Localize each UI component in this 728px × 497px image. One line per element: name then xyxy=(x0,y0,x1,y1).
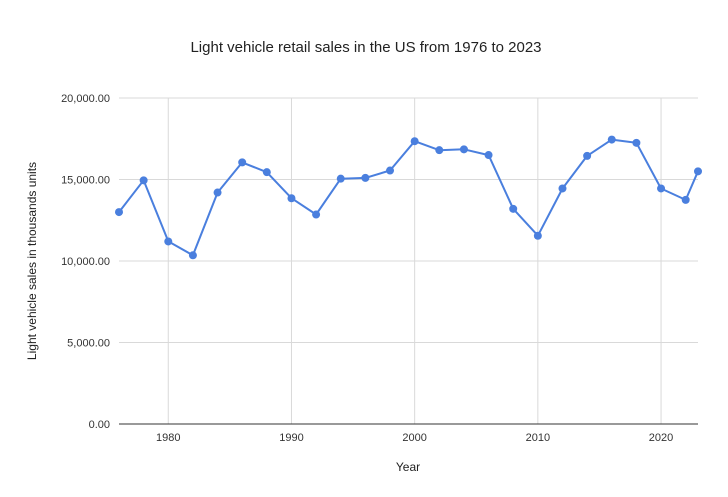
data-point xyxy=(533,231,542,240)
x-tick-label: 2020 xyxy=(649,432,673,444)
data-point xyxy=(336,174,345,183)
x-tick-label: 1990 xyxy=(279,432,303,444)
data-point xyxy=(386,166,395,175)
data-point xyxy=(262,168,271,177)
data-point xyxy=(484,151,493,160)
data-point xyxy=(583,151,592,160)
data-point xyxy=(361,173,370,182)
data-point xyxy=(632,138,641,147)
y-tick-label: 10,000.00 xyxy=(61,256,110,268)
data-point xyxy=(509,204,518,213)
x-axis-title: Year xyxy=(396,460,420,474)
data-point xyxy=(657,184,666,193)
y-axis-title: Light vehicle sales in thousands units xyxy=(25,162,39,360)
y-tick-label: 20,000.00 xyxy=(61,93,110,105)
data-point xyxy=(139,176,148,185)
data-point xyxy=(694,167,702,176)
data-point xyxy=(410,137,419,146)
data-point xyxy=(435,146,444,155)
x-tick-label: 1980 xyxy=(156,432,180,444)
gridlines xyxy=(119,97,698,424)
data-point xyxy=(607,135,616,144)
data-point xyxy=(188,251,197,260)
data-point xyxy=(213,188,222,197)
tick-labels: 0.00 5,000.00 10,000.00 15,000.00 20,000.00 1… xyxy=(61,93,673,444)
x-tick-label: 2000 xyxy=(402,432,426,444)
data-point xyxy=(459,145,468,154)
data-point xyxy=(558,184,567,193)
data-point xyxy=(312,210,321,219)
data-point xyxy=(681,195,690,204)
data-point xyxy=(238,158,247,167)
y-tick-label: 15,000.00 xyxy=(61,175,110,187)
series-layer xyxy=(115,135,702,260)
x-tick-label: 2010 xyxy=(526,432,550,444)
chart-title: Light vehicle retail sales in the US fro… xyxy=(190,39,541,56)
y-tick-label: 5,000.00 xyxy=(67,338,110,350)
data-point xyxy=(287,194,296,203)
data-point xyxy=(164,237,173,246)
data-point xyxy=(115,208,123,217)
y-tick-label: 0.00 xyxy=(89,419,110,431)
